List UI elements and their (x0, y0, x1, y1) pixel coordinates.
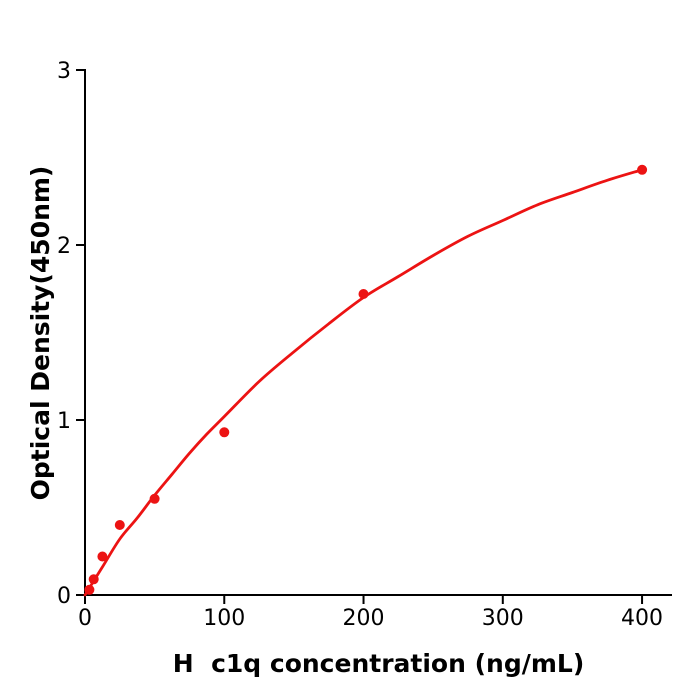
data-point (97, 551, 108, 562)
data-point (637, 164, 648, 175)
x-tick-label: 300 (482, 606, 524, 631)
y-axis-title: Optical Density(450nm) (26, 165, 55, 501)
data-point (358, 289, 369, 299)
data-point (114, 520, 125, 530)
x-tick-label: 100 (203, 606, 245, 631)
y-tick-label: 2 (57, 234, 71, 259)
x-tick-label: 200 (343, 606, 385, 631)
data-point (84, 584, 95, 595)
x-tick-label: 0 (78, 606, 92, 631)
data-point (219, 427, 230, 438)
y-tick-label: 3 (57, 59, 71, 84)
data-point (149, 493, 160, 504)
fit-curve (83, 168, 644, 597)
x-axis-title: H c1q concentration (ng/mL) (172, 649, 585, 678)
y-tick-label: 1 (57, 409, 71, 434)
y-tick-label: 0 (57, 584, 71, 609)
data-point (88, 574, 99, 585)
x-tick-label: 400 (621, 606, 663, 631)
